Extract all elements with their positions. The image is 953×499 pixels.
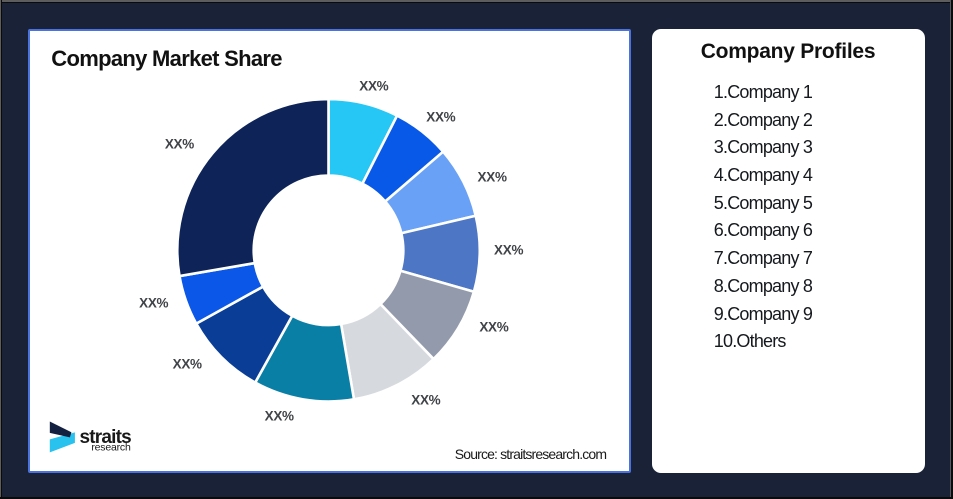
svg-text:straits: straits (80, 427, 132, 448)
svg-text:research: research (91, 442, 131, 454)
